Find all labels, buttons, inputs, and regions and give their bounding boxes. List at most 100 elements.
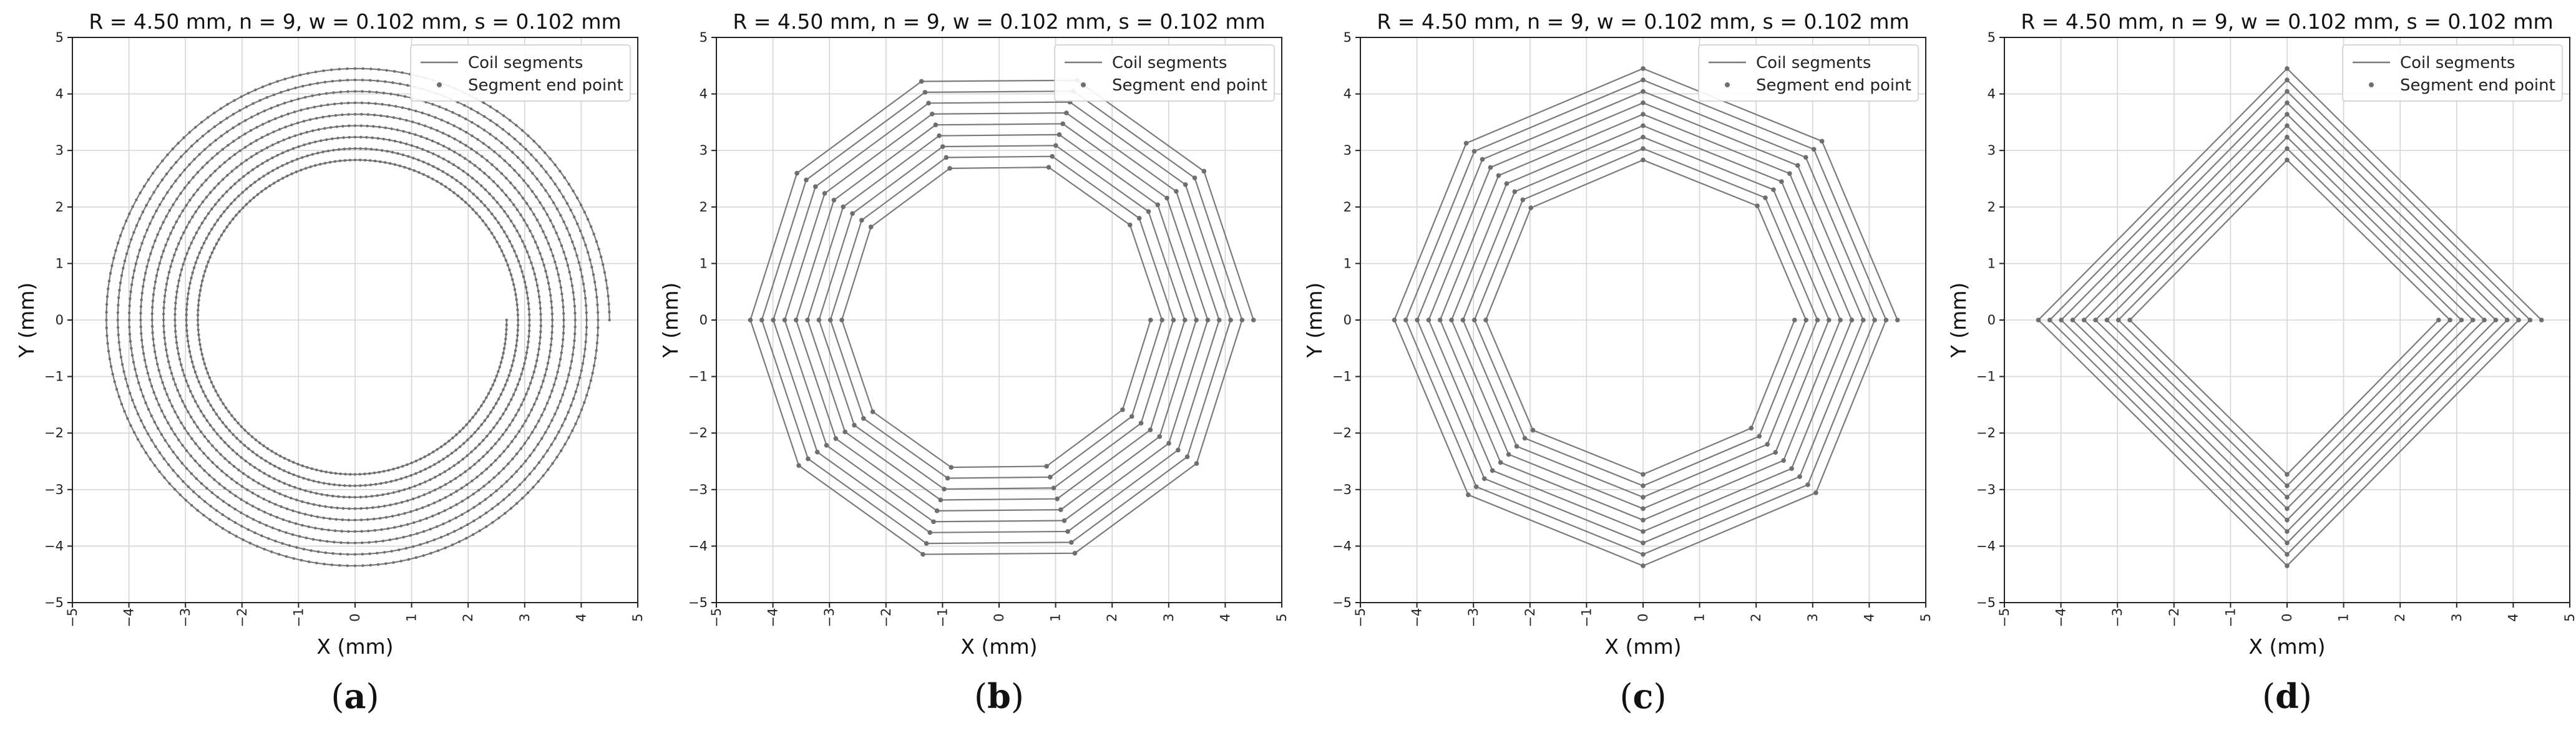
segment-end-point xyxy=(607,294,610,298)
segment-end-point xyxy=(509,198,512,201)
segment-end-point xyxy=(524,148,527,151)
segment-end-point xyxy=(162,313,165,316)
segment-end-point xyxy=(185,334,189,337)
segment-end-point xyxy=(320,528,324,531)
segment-end-point xyxy=(457,114,461,117)
segment-end-point xyxy=(390,550,393,553)
series-segment-end-points xyxy=(2036,66,2544,568)
segment-end-point xyxy=(313,105,316,109)
segment-end-point xyxy=(374,540,378,543)
segment-end-point xyxy=(227,503,231,507)
segment-end-point xyxy=(450,452,454,455)
segment-end-point xyxy=(374,159,377,163)
segment-end-point xyxy=(287,471,291,475)
segment-end-point xyxy=(312,479,315,483)
segment-end-point xyxy=(280,505,283,508)
segment-end-point xyxy=(168,399,171,402)
segment-end-point xyxy=(189,415,193,419)
segment-end-point xyxy=(361,541,364,545)
segment-end-point xyxy=(486,415,489,418)
segment-end-point xyxy=(444,483,447,486)
y-tick-label: −4 xyxy=(44,538,64,553)
segment-end-point xyxy=(226,206,229,210)
segment-end-point xyxy=(441,132,445,135)
segment-end-point xyxy=(276,179,280,182)
segment-end-point xyxy=(472,192,475,196)
segment-end-point xyxy=(232,465,236,468)
segment-end-point xyxy=(226,173,229,177)
segment-end-point xyxy=(273,182,276,185)
segment-end-point xyxy=(379,114,383,117)
x-tick-label: −1 xyxy=(1579,608,1594,628)
segment-end-point xyxy=(520,372,523,376)
segment-end-point xyxy=(117,341,120,344)
segment-end-point xyxy=(145,265,149,268)
segment-end-point xyxy=(550,306,554,309)
segment-end-point xyxy=(281,164,284,167)
segment-end-point xyxy=(271,156,274,160)
segment-end-point xyxy=(589,379,593,382)
segment-end-point xyxy=(374,483,378,486)
segment-end-point xyxy=(596,311,600,314)
segment-end-point xyxy=(424,480,427,483)
segment-end-point xyxy=(246,172,250,175)
segment-end-point xyxy=(183,168,187,172)
segment-end-point xyxy=(162,306,165,309)
segment-end-point xyxy=(266,447,270,450)
segment-end-point xyxy=(199,430,203,434)
segment-end-point xyxy=(177,242,180,245)
segment-end-point xyxy=(2285,495,2290,500)
segment-end-point xyxy=(228,221,232,225)
segment-end-point xyxy=(2285,146,2290,151)
segment-end-point xyxy=(334,114,338,117)
segment-end-point xyxy=(233,521,237,524)
segment-end-point xyxy=(129,424,132,427)
segment-end-point xyxy=(534,365,537,368)
segment-end-point xyxy=(191,215,194,218)
segment-end-point xyxy=(167,421,170,425)
segment-end-point xyxy=(207,212,210,215)
segment-end-point xyxy=(388,138,391,142)
segment-end-point xyxy=(596,334,599,337)
segment-end-point xyxy=(585,326,588,329)
segment-end-point xyxy=(320,104,323,107)
y-tick-label: −1 xyxy=(688,369,708,384)
segment-end-point xyxy=(249,184,252,187)
segment-end-point xyxy=(202,414,205,417)
segment-end-point xyxy=(131,205,134,208)
segment-end-point xyxy=(323,80,327,84)
segment-end-point xyxy=(393,70,396,73)
segment-end-point xyxy=(331,494,334,498)
segment-end-point xyxy=(219,214,223,218)
segment-end-point xyxy=(348,507,351,510)
segment-end-point xyxy=(565,201,569,205)
segment-end-point xyxy=(386,492,390,495)
segment-end-point xyxy=(2285,551,2290,557)
segment-end-point xyxy=(1641,135,1646,140)
segment-end-point xyxy=(608,311,611,314)
segment-end-point xyxy=(2285,157,2290,163)
segment-end-point xyxy=(143,425,146,429)
segment-end-point xyxy=(245,187,248,190)
segment-end-point xyxy=(574,422,577,425)
segment-end-point xyxy=(225,117,228,120)
segment-end-point xyxy=(274,540,277,543)
segment-end-point xyxy=(422,173,425,176)
segment-end-point xyxy=(185,467,188,470)
segment-end-point xyxy=(546,449,549,452)
segment-end-point xyxy=(221,194,225,198)
segment-end-point xyxy=(378,470,381,474)
segment-end-point xyxy=(551,254,555,258)
segment-end-point xyxy=(497,370,500,373)
segment-end-point xyxy=(812,184,818,190)
x-tick-label: 1 xyxy=(404,613,419,621)
segment-end-point xyxy=(1182,318,1188,323)
segment-end-point xyxy=(235,166,238,169)
segment-end-point xyxy=(464,470,467,473)
segment-end-point xyxy=(260,190,263,193)
legend-entry: Coil segments xyxy=(1112,54,1227,72)
segment-end-point xyxy=(573,247,577,250)
segment-end-point xyxy=(187,339,190,343)
segment-end-point xyxy=(494,216,497,220)
